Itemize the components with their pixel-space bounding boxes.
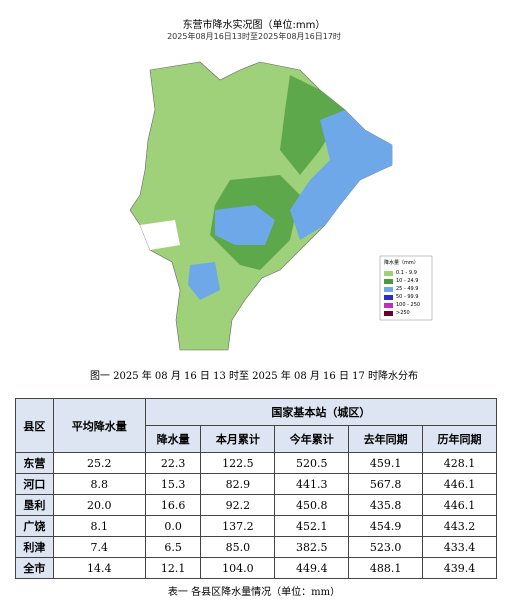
- table-cell: 523.0: [348, 536, 424, 558]
- table-cell: 450.8: [274, 494, 350, 516]
- table-row: 河口 8.8 15.3 82.9 441.3 567.8 446.1: [15, 473, 497, 495]
- table-cell: 6.5: [144, 536, 202, 558]
- table: 县区 平均降水量 国家基本站（城区） 降水量 本月累计 今年累计 去年同期 历年同期 东营 25.…: [15, 398, 498, 579]
- header-row: 县区 平均降水量 国家基本站（城区）: [15, 398, 498, 453]
- map-title: 东营市降水实况图（单位:mm）: [182, 20, 326, 31]
- legend-swatch: [384, 302, 393, 308]
- header-cell: 降水量: [144, 425, 202, 453]
- legend-item: 100 - 250: [384, 301, 420, 309]
- legend-item: 0.1 - 9.9: [384, 269, 420, 277]
- table-cell: 全市: [15, 557, 54, 579]
- legend-item: 50 - 99.9: [384, 293, 420, 301]
- table-row: 广饶 8.1 0.0 137.2 452.1 454.9 443.2: [15, 515, 497, 537]
- table-cell: 452.1: [274, 515, 350, 537]
- table-cell: 459.1: [348, 452, 424, 474]
- table-row: 利津 7.4 6.5 85.0 382.5 523.0 433.4: [15, 536, 497, 558]
- table-cell: 443.2: [422, 515, 497, 537]
- legend-swatch: [384, 294, 393, 300]
- table-cell: 382.5: [274, 536, 350, 558]
- legend-item: >250: [384, 309, 420, 317]
- legend-swatch: [384, 270, 393, 276]
- zone: [290, 110, 392, 240]
- table-cell: 428.1: [422, 452, 497, 474]
- table-cell: 8.1: [52, 515, 146, 537]
- table-cell: 92.2: [200, 494, 276, 516]
- table-cell: 439.4: [422, 557, 497, 579]
- table-cell: 449.4: [274, 557, 350, 579]
- header-cell: 去年同期: [348, 425, 424, 453]
- table-cell: 8.8: [52, 473, 146, 495]
- table-cell: 25.2: [52, 452, 146, 474]
- header-cell: 平均降水量: [52, 398, 146, 453]
- table-cell: 20.0: [52, 494, 146, 516]
- table-cell: 85.0: [200, 536, 276, 558]
- table-cell: 454.9: [348, 515, 424, 537]
- table-cell: 446.1: [422, 473, 497, 495]
- map: [129, 61, 433, 351]
- legend-label: 50 - 99.9: [396, 294, 419, 300]
- table-cell: 7.4: [52, 536, 146, 558]
- table-cell: 垦利: [15, 494, 54, 516]
- legend-label: 100 - 250: [396, 302, 421, 308]
- header-row: 降水量 本月累计 今年累计 去年同期 历年同期: [16, 425, 497, 453]
- table-cell: 广饶: [15, 515, 54, 537]
- table-cell: 15.3: [144, 473, 202, 495]
- group-header: 国家基本站（城区）: [144, 398, 498, 426]
- header-cell: 县区: [15, 398, 54, 453]
- map-subtitle: 2025年08月16日13时至2025年08月16日17时: [167, 32, 341, 41]
- legend-swatch: [384, 286, 393, 292]
- legend-box: [379, 255, 433, 321]
- zone: [140, 220, 180, 250]
- table-cell: 22.3: [144, 452, 202, 474]
- legend-label: 10 - 24.9: [396, 278, 419, 284]
- legend: 降水量（mm） 0.1 - 9.9 10 - 24.9 25 - 49.9 50 - 9…: [384, 259, 420, 317]
- table-cell: 104.0: [200, 557, 276, 579]
- legend-swatch: [384, 310, 393, 316]
- zone: [280, 75, 345, 175]
- table-cell: 东营: [15, 452, 54, 474]
- table-cell: 16.6: [144, 494, 202, 516]
- table-cell: 河口: [15, 473, 54, 495]
- table-caption: 表一 各县区降水量情况（单位：mm）: [167, 587, 341, 598]
- legend-swatch: [384, 278, 393, 284]
- table-cell: 446.1: [422, 494, 497, 516]
- table-cell: 567.8: [348, 473, 424, 495]
- table-row: 全市 14.4 12.1 104.0 449.4 488.1 439.4: [15, 557, 497, 579]
- legend-item: 10 - 24.9: [384, 277, 420, 285]
- legend-title: 降水量（mm）: [384, 260, 419, 266]
- table-cell: 利津: [15, 536, 54, 558]
- table-row: 东营 25.2 22.3 122.5 520.5 459.1 428.1: [15, 452, 497, 474]
- table-cell: 520.5: [274, 452, 350, 474]
- zone: [188, 262, 220, 300]
- table-cell: 0.0: [144, 515, 202, 537]
- table-cell: 122.5: [200, 452, 276, 474]
- table-cell: 137.2: [200, 515, 276, 537]
- legend-item: 25 - 49.9: [384, 285, 420, 293]
- table-cell: 14.4: [52, 557, 146, 579]
- caption: 图一 2025 年 08 月 16 日 13 时至 2025 年 08 月 16…: [89, 371, 419, 382]
- table-cell: 488.1: [348, 557, 424, 579]
- table-cell: 441.3: [274, 473, 350, 495]
- header-cell: 本月累计: [200, 425, 276, 453]
- legend-label: 25 - 49.9: [396, 286, 419, 292]
- table-cell: 12.1: [144, 557, 202, 579]
- table-row: 垦利 20.0 16.6 92.2 450.8 435.8 446.1: [15, 494, 497, 516]
- table-cell: 435.8: [348, 494, 424, 516]
- legend-label: 0.1 - 9.9: [396, 270, 417, 276]
- header-cell: 今年累计: [274, 425, 350, 453]
- header-cell: 历年同期: [422, 425, 497, 453]
- table-cell: 82.9: [200, 473, 276, 495]
- table-cell: 433.4: [422, 536, 497, 558]
- legend-label: >250: [396, 310, 410, 316]
- zone: [215, 205, 275, 245]
